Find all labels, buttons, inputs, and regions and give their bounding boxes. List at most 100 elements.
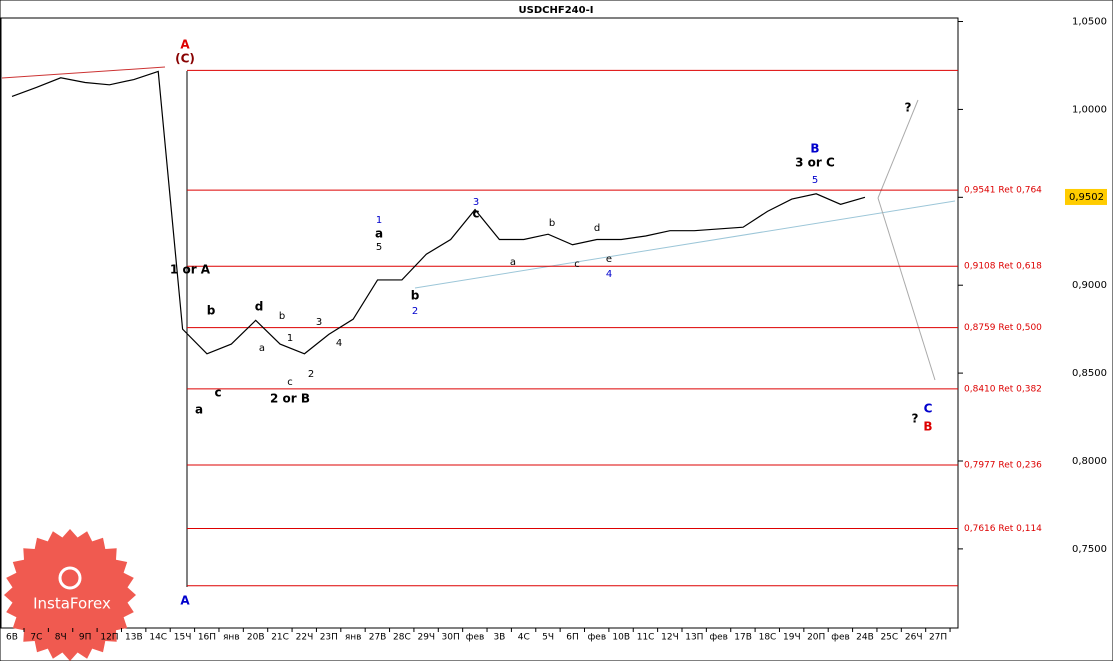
x-tick-label: 4С [518, 633, 530, 643]
x-tick-label: 16П [198, 633, 216, 643]
x-tick-label: 23П [320, 633, 338, 643]
wave-label: 4 [336, 338, 342, 349]
x-tick-label: 14С [149, 633, 167, 643]
x-tick-label: 13П [685, 633, 703, 643]
wave-label: ? [912, 412, 919, 426]
wave-label: c [574, 259, 580, 270]
retracement-label: 0,7616 Ret 0,114 [964, 524, 1042, 534]
wave-label: c [287, 377, 293, 388]
x-tick-label: фев [588, 633, 607, 643]
x-tick-label: 17В [734, 633, 752, 643]
wave-label: A [180, 38, 190, 52]
wave-label: C [924, 402, 933, 416]
chart-title: USDCHF240-I [519, 5, 594, 16]
y-tick-label: 0,7500 [1072, 544, 1107, 555]
wave-label: 2 [308, 369, 314, 380]
retracement-label: 0,8759 Ret 0,500 [964, 323, 1042, 333]
wave-label: 1 [376, 215, 382, 226]
wave-label: B [923, 420, 932, 434]
x-tick-label: фев [466, 633, 485, 643]
y-tick-label: 0,8000 [1072, 456, 1107, 467]
wave-label: d [594, 223, 600, 234]
wave-label: 3 or C [795, 156, 835, 170]
wave-label: b [279, 311, 285, 322]
x-tick-label: 30П [442, 633, 460, 643]
x-tick-label: янв [345, 633, 362, 643]
retracement-label: 0,7977 Ret 0,236 [964, 461, 1042, 471]
x-tick-label: 12Ч [661, 633, 679, 643]
x-tick-label: 11С [637, 633, 655, 643]
last-price-box [1065, 188, 1107, 205]
x-tick-label: 21С [271, 633, 289, 643]
wave-label: 5 [376, 242, 382, 253]
y-tick-label: 0,9000 [1072, 280, 1107, 291]
wave-label: (C) [175, 52, 195, 66]
wave-label: 2 or B [270, 392, 310, 406]
x-tick-label: 25С [880, 633, 898, 643]
wave-label: A [180, 594, 190, 608]
x-tick-label: 28С [393, 633, 411, 643]
x-tick-label: 10В [612, 633, 630, 643]
trend-line [414, 200, 956, 289]
projection-line [877, 99, 919, 199]
plot-area [0, 17, 959, 629]
x-tick-label: 13В [125, 633, 143, 643]
wave-label: a [259, 343, 265, 354]
wave-label: e [606, 254, 612, 265]
x-tick-label: 29Ч [417, 633, 435, 643]
wave-label: 5 [812, 175, 818, 186]
projection-line [877, 197, 936, 381]
last-price-label: 0,9502 [1069, 192, 1104, 203]
wave-label: c [214, 386, 221, 400]
wave-label: 1 or A [170, 263, 211, 277]
logo: InstaForex [4, 529, 136, 661]
wave-label: b [207, 304, 216, 318]
wave-label: 3 [316, 317, 322, 328]
x-tick-label: 27В [369, 633, 387, 643]
x-tick-label: 24В [856, 633, 874, 643]
wave-label: ? [905, 101, 912, 115]
wave-label: d [255, 300, 264, 314]
wave-label: a [510, 257, 516, 268]
x-tick-label: фев [709, 633, 728, 643]
logo-text: InstaForex [33, 595, 111, 613]
x-tick-label: 12П [100, 633, 118, 643]
wave-label: 3 [473, 197, 479, 208]
y-tick-label: 1,0000 [1072, 104, 1107, 115]
x-tick-label: 15Ч [174, 633, 192, 643]
retracement-label: 0,9541 Ret 0,764 [964, 186, 1042, 196]
x-tick-label: 22Ч [296, 633, 314, 643]
channel-line [1, 66, 166, 79]
wave-label: a [195, 403, 203, 417]
x-tick-label: 20В [247, 633, 265, 643]
wave-label: 1 [287, 333, 293, 344]
x-tick-label: янв [223, 633, 240, 643]
x-tick-label: 7С [30, 633, 42, 643]
retracement-label: 0,9108 Ret 0,618 [964, 262, 1042, 272]
wave-label: a [375, 227, 383, 241]
retracement-label: 0,8410 Ret 0,382 [964, 384, 1042, 394]
y-tick-label: 0,8500 [1072, 368, 1107, 379]
x-tick-label: 27П [929, 633, 947, 643]
wave-label: 4 [606, 269, 612, 280]
x-tick-label: 19Ч [783, 633, 801, 643]
x-tick-label: 6В [6, 633, 18, 643]
wave-label: c [472, 207, 479, 221]
x-tick-label: 8Ч [55, 633, 67, 643]
logo-icon [58, 566, 82, 590]
x-tick-label: 5Ч [542, 633, 554, 643]
price-line [11, 70, 866, 355]
wave-label: B [810, 142, 819, 156]
x-tick-label: фев [831, 633, 850, 643]
x-tick-label: 9П [79, 633, 92, 643]
x-tick-label: 6П [566, 633, 579, 643]
wave-label: 2 [412, 306, 418, 317]
x-tick-label: 18С [759, 633, 777, 643]
y-tick-label: 1,0500 [1072, 17, 1107, 28]
x-tick-label: 3В [493, 633, 505, 643]
x-tick-label: 26Ч [905, 633, 923, 643]
x-tick-label: 20П [807, 633, 825, 643]
wave-label: b [549, 218, 555, 229]
logo-badge [4, 529, 136, 661]
